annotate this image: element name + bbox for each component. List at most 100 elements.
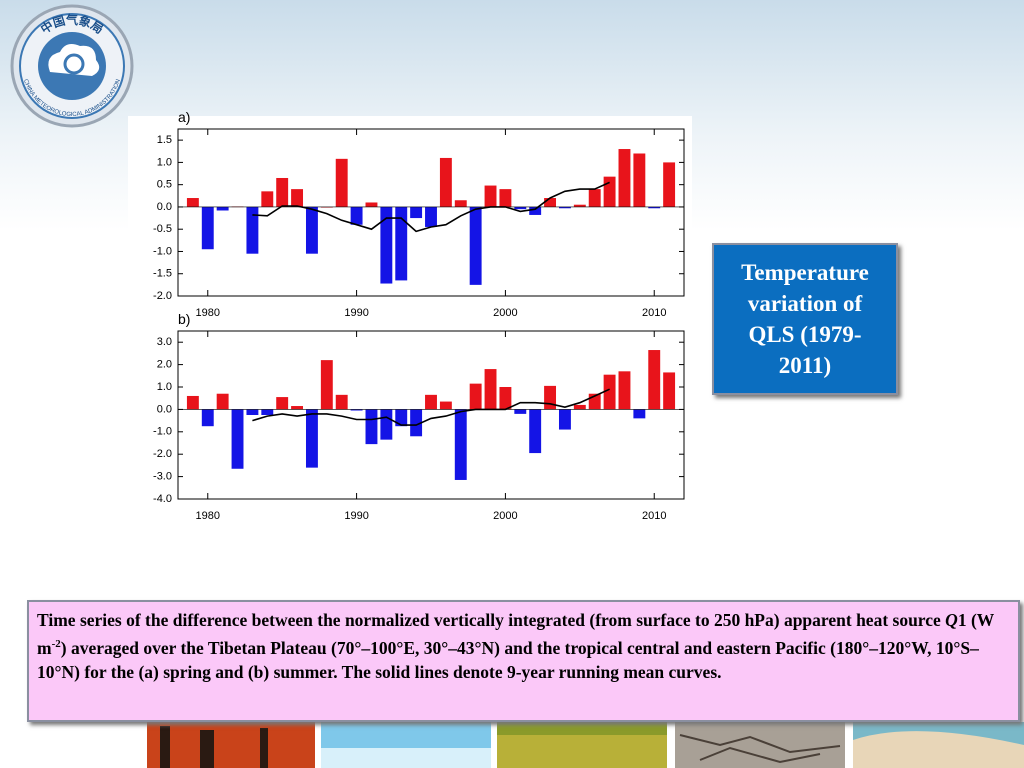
bar xyxy=(514,409,527,414)
bar xyxy=(320,360,333,410)
bar xyxy=(261,191,274,207)
bar xyxy=(231,409,244,469)
chart: b) 3.0 2.0 1.0 0.0 -1.0 -2.0 -3.0 -4.0 1980 1990 20… xyxy=(153,311,685,522)
bar xyxy=(335,394,348,410)
y-tick-label: 0.5 xyxy=(157,179,172,191)
bar xyxy=(529,409,542,454)
side-note: Temperature variation of QLS (1979-2011) xyxy=(712,243,898,395)
x-tick-label: 1980 xyxy=(196,307,220,319)
bar xyxy=(350,409,363,411)
bar xyxy=(305,409,318,468)
chart-background xyxy=(128,116,692,530)
bar xyxy=(186,198,199,207)
bar xyxy=(663,372,676,410)
bar xyxy=(201,409,214,427)
bar xyxy=(663,162,676,207)
running-mean-line xyxy=(252,388,610,426)
bar xyxy=(588,189,601,207)
bar xyxy=(365,202,378,207)
bar xyxy=(410,409,423,437)
y-tick-label: 0.0 xyxy=(157,403,172,415)
caption-text: ) averaged over the Tibetan Plateau (70°… xyxy=(37,637,979,682)
bar xyxy=(648,350,661,410)
bar xyxy=(305,206,318,254)
bar xyxy=(246,206,259,254)
y-tick-label: -1.0 xyxy=(153,426,172,438)
bar xyxy=(201,206,214,250)
caption-symbol: Q xyxy=(945,610,958,630)
bar xyxy=(603,374,616,410)
bar xyxy=(246,409,259,415)
bar xyxy=(544,198,557,207)
y-tick-label: -2.0 xyxy=(153,448,172,460)
y-tick-label: -1.5 xyxy=(153,268,172,280)
panel-label: b) xyxy=(178,311,190,327)
bar xyxy=(469,383,482,410)
x-tick-label: 2010 xyxy=(642,510,666,522)
x-tick-label: 1990 xyxy=(344,510,368,522)
photo-strip xyxy=(147,722,1024,768)
bar xyxy=(425,206,437,227)
bar xyxy=(216,206,229,211)
bar xyxy=(439,157,452,207)
bar xyxy=(365,409,378,445)
bar xyxy=(395,409,408,427)
caption-text: Time series of the difference between th… xyxy=(37,610,946,630)
bar xyxy=(618,149,631,207)
bar xyxy=(291,406,304,410)
bar xyxy=(633,409,646,419)
bar xyxy=(648,206,661,209)
bar xyxy=(484,369,497,410)
y-tick-label: -0.5 xyxy=(153,223,172,235)
plot-frame xyxy=(177,128,685,297)
x-tick-label: 2010 xyxy=(642,307,666,319)
caption-exponent: -2 xyxy=(51,638,61,650)
bar xyxy=(558,409,571,430)
bar xyxy=(380,409,393,440)
y-tick-label: 1.0 xyxy=(157,156,172,168)
y-tick-label: 0.0 xyxy=(157,201,172,213)
bar xyxy=(588,393,601,410)
bar xyxy=(380,206,393,284)
bar xyxy=(529,206,542,215)
bar xyxy=(276,177,289,207)
bar xyxy=(454,409,467,480)
y-tick-label: -2.0 xyxy=(153,290,172,302)
bar xyxy=(454,200,467,207)
bar xyxy=(544,385,557,410)
bar xyxy=(350,206,363,225)
y-tick-label: -4.0 xyxy=(153,493,172,505)
bar xyxy=(469,206,482,285)
y-tick-label: 1.0 xyxy=(157,381,172,393)
running-mean-line xyxy=(252,181,610,233)
logo: 中国气象局 CHINA METEOROLOGICAL ADMINISTRATIO… xyxy=(10,4,134,128)
bar xyxy=(261,409,274,415)
bar xyxy=(499,387,512,410)
bar xyxy=(573,204,586,207)
x-tick-label: 1980 xyxy=(196,510,220,522)
y-tick-label: 3.0 xyxy=(157,336,172,348)
y-tick-label: 2.0 xyxy=(157,359,172,371)
bar xyxy=(484,185,497,207)
bar xyxy=(291,189,304,207)
bar xyxy=(216,393,229,410)
bar xyxy=(633,153,646,207)
bar xyxy=(514,206,527,210)
plot-frame xyxy=(177,330,685,500)
bar xyxy=(276,397,289,410)
caption: Time series of the difference between th… xyxy=(27,600,1020,722)
x-tick-label: 2000 xyxy=(493,307,517,319)
bar xyxy=(603,176,616,207)
bar xyxy=(558,206,571,209)
chart: a) 1.5 1.0 0.5 0.0 -0.5 -1.0 -1.5 -2.0 1980 1990 20… xyxy=(153,109,685,319)
bar xyxy=(618,371,631,410)
y-tick-label: -1.0 xyxy=(153,245,172,257)
caption-text: 1 (W m xyxy=(37,610,994,658)
bar xyxy=(410,206,423,219)
bar xyxy=(573,404,586,410)
bar xyxy=(335,158,348,207)
bar xyxy=(439,401,452,410)
bar xyxy=(186,395,199,410)
